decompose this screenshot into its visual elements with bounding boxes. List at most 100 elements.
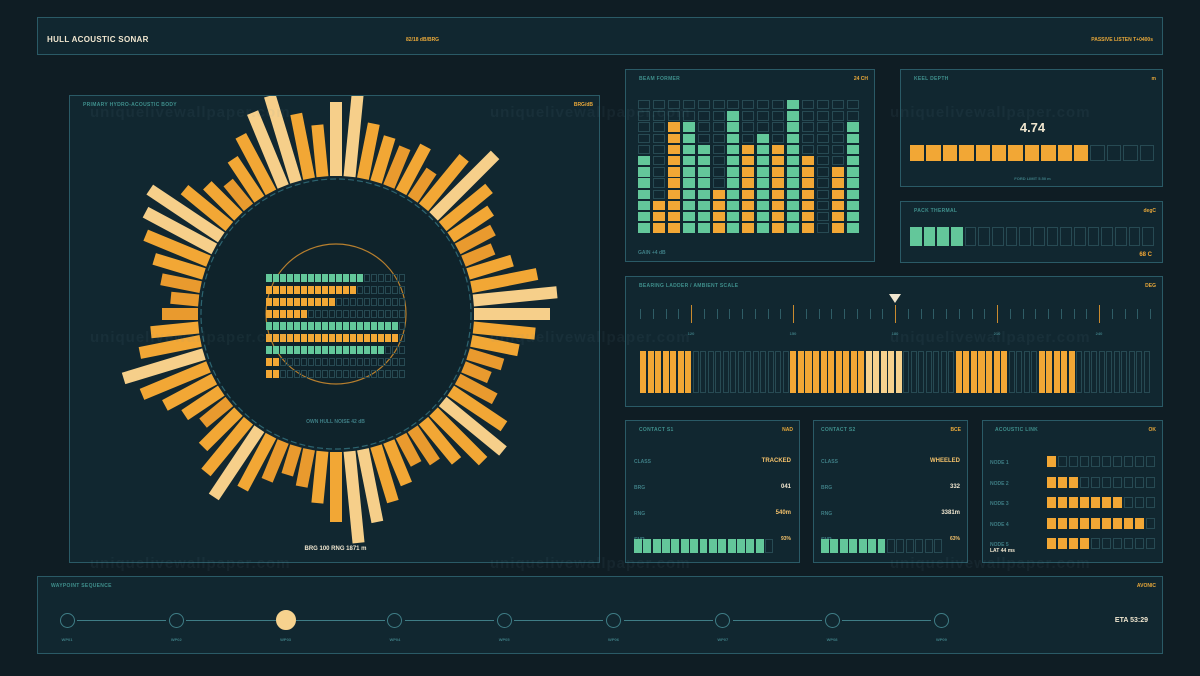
bearing-tick-label: 150 — [789, 331, 797, 336]
sonar-ring-bar — [447, 385, 508, 432]
contact-field-value: 332 — [949, 484, 960, 490]
hull-noise-segment — [308, 358, 315, 366]
contact-snr-segment — [896, 539, 905, 553]
sonar-ring-bar — [223, 178, 254, 212]
beam-cell — [638, 133, 650, 143]
hull-noise-segment — [322, 370, 329, 378]
bearing-bar — [797, 351, 804, 393]
hull-noise-segment — [392, 346, 399, 354]
hull-noise-segment — [385, 274, 392, 282]
contact-field-label: CLASS — [821, 459, 838, 465]
beam-cell — [712, 133, 725, 143]
bearing-bar — [1046, 351, 1053, 393]
beam-cell — [757, 189, 770, 199]
acoustic-node-segment — [1145, 517, 1155, 529]
sonar-ring-bar — [121, 348, 206, 385]
hull-noise-segment — [315, 298, 322, 306]
waypoint-label: WP08 — [826, 637, 838, 642]
beam-cell — [801, 223, 814, 233]
hull-noise-segment — [287, 358, 294, 366]
pack-thermal-value: 68 C — [1139, 252, 1152, 258]
beam-cell — [727, 100, 740, 110]
contact-s2-panel: CONTACT S2 BCE CLASS WHEELED BRG 332 RNG 3381… — [813, 420, 968, 563]
keel-depth-segment — [1090, 145, 1105, 161]
bearing-tick — [1150, 309, 1151, 319]
acoustic-node-segment — [1112, 456, 1123, 467]
beam-cell — [772, 212, 785, 222]
beam-cell — [727, 189, 740, 199]
hull-noise-segment — [315, 286, 322, 294]
keel-depth-title: KEEL DEPTH — [914, 76, 949, 82]
bearing-tick-label: 180 — [891, 331, 899, 336]
acoustic-node-segment — [1101, 456, 1112, 467]
waypoint-node[interactable] — [933, 612, 949, 628]
sonar-ring-bar — [407, 167, 437, 203]
beam-cell — [727, 133, 740, 143]
waypoint-node[interactable] — [496, 612, 512, 628]
bearing-bar — [933, 351, 940, 393]
hull-noise-segment — [301, 370, 308, 378]
waypoint-node[interactable] — [275, 610, 296, 630]
waypoint-node[interactable] — [606, 612, 621, 628]
contact-snr-segment — [671, 539, 680, 553]
hull-noise-segment — [399, 274, 406, 282]
bearing-tick — [984, 309, 986, 319]
waypoint-node[interactable] — [824, 612, 840, 628]
contact-snr-bar — [634, 539, 773, 553]
beam-cell — [757, 200, 770, 211]
keel-depth-segment — [1041, 145, 1056, 161]
acoustic-node-label: NODE 1 — [990, 460, 1009, 466]
beam-cell — [697, 223, 710, 233]
beam-cell — [742, 111, 755, 121]
hull-noise-segment — [371, 274, 378, 282]
acoustic-node-bar — [1047, 517, 1155, 529]
acoustic-node-segment — [1145, 538, 1155, 549]
acoustic-node-segment — [1079, 538, 1090, 549]
pack-thermal-segment — [1115, 227, 1127, 246]
waypoint-node[interactable] — [59, 612, 75, 628]
waypoint-node[interactable] — [387, 612, 403, 628]
bearing-tick — [729, 309, 731, 319]
acoustic-node-segment — [1079, 476, 1090, 488]
bearing-bar — [722, 351, 729, 393]
bearing-bar — [1128, 351, 1135, 393]
hull-noise-segment — [329, 334, 336, 342]
sonar-ring-bar — [429, 150, 500, 221]
bearing-tick-label: 210 — [993, 331, 1001, 336]
hull-noise-segment — [266, 358, 273, 366]
hull-noise-segment — [343, 310, 350, 318]
beam-cell — [652, 156, 665, 166]
beam-cell — [712, 178, 725, 188]
sonar-ring-bar — [395, 143, 431, 196]
contact-snr-segment — [737, 539, 745, 553]
hull-noise-segment — [273, 322, 280, 330]
pack-thermal-bar — [910, 227, 1154, 246]
keel-depth-segment — [975, 145, 990, 161]
keel-depth-segment — [1057, 145, 1072, 161]
acoustic-node-segment — [1047, 517, 1057, 529]
sonar-ring-bar — [438, 396, 507, 456]
waypoint-node[interactable] — [168, 612, 184, 628]
bearing-bar-row — [640, 351, 1150, 393]
waypoint-label: WP02 — [170, 637, 182, 642]
hull-noise-segment — [343, 274, 350, 282]
beam-cell — [816, 223, 829, 233]
waypoint-node[interactable] — [715, 612, 731, 628]
contact-snr-segment — [708, 539, 717, 553]
hull-noise-segment — [357, 334, 364, 342]
contact-snr-segment — [924, 539, 933, 553]
sonar-ring-bar — [418, 416, 462, 465]
beam-cell — [787, 178, 799, 188]
acoustic-node-segment — [1123, 497, 1134, 508]
sonar-ring-bar — [237, 432, 277, 492]
hull-noise-segment — [287, 346, 294, 354]
bearing-bar — [948, 351, 955, 393]
beam-cell — [816, 212, 829, 222]
bearing-bar — [1136, 351, 1143, 393]
beam-cell — [638, 223, 650, 233]
beam-cell — [638, 156, 650, 166]
sonar-panel-title: PRIMARY HYDRO-ACOUSTIC BODY — [83, 102, 177, 108]
hull-noise-segment — [392, 334, 399, 342]
bearing-bar — [737, 351, 744, 393]
bearing-tick — [895, 305, 896, 323]
